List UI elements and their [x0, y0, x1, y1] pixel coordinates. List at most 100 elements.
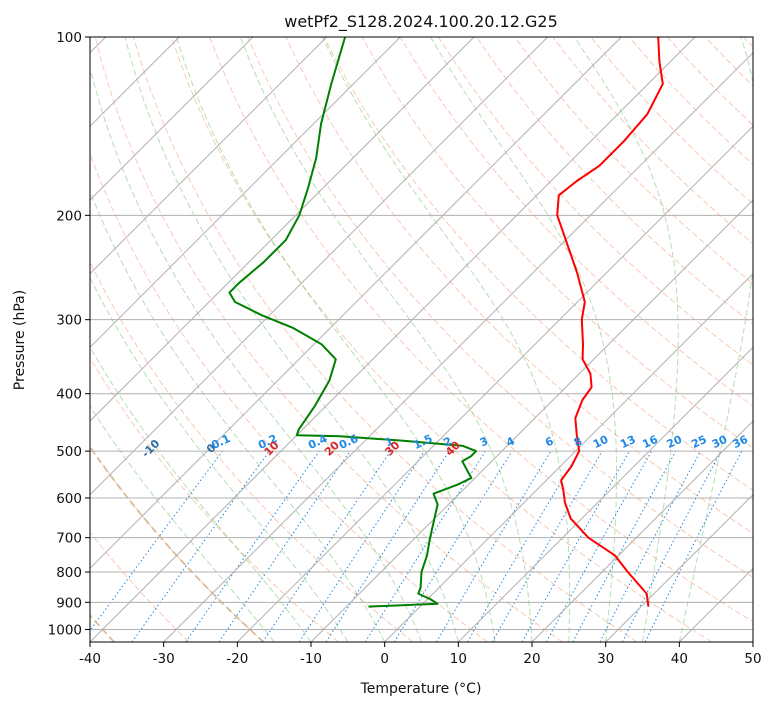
- line-annotations: 0.1 0.2 0.4 0.6 1 1.5 2 3 4 6 8 10 13 16 20 25 30 36-10 0 1…: [139, 432, 750, 460]
- dry-adiabat-line: [704, 37, 753, 87]
- moist-adiabat-line: [90, 189, 386, 642]
- dry-adiabat-line: [132, 37, 638, 642]
- isotherm-line: [90, 37, 696, 642]
- mixing-ratio-label: 8: [572, 434, 584, 449]
- mixing-ratio-lines: [90, 450, 743, 642]
- mixing-ratio-line: [262, 450, 392, 642]
- dry-adiabat-line: [399, 37, 753, 407]
- y-axis: 100 200 300 400 500 600 700 800 900 1000: [48, 30, 90, 638]
- mixing-ratio-line: [325, 450, 450, 642]
- dry-adiabat-line: [90, 446, 264, 642]
- isotherm-line: [310, 199, 753, 642]
- x-tick-label: -10: [300, 651, 322, 667]
- reference-curves: [90, 445, 265, 642]
- x-axis: -40 -30 -20 -10 0 10 20 30 40 50: [79, 642, 762, 667]
- dry-adiabat-line: [361, 37, 753, 449]
- y-tick-label: 800: [56, 565, 82, 581]
- dry-adiabat-line: [247, 37, 753, 578]
- x-tick-label: 20: [523, 651, 540, 667]
- moist-adiabat-line: [678, 37, 753, 642]
- x-tick-label: 10: [450, 651, 467, 667]
- isotherm-line: [90, 37, 475, 422]
- chart-title: wetPf2_S128.2024.100.20.12.G25: [284, 12, 558, 32]
- y-tick-label: 200: [56, 208, 82, 224]
- mixing-ratio-line: [393, 450, 513, 642]
- moist-adiabats: [90, 37, 753, 642]
- x-tick-label: 50: [744, 651, 761, 667]
- mixing-ratio-label: 36: [731, 433, 751, 451]
- y-axis-label: Pressure (hPa): [12, 290, 28, 390]
- mixing-ratio-label: 20: [665, 433, 685, 451]
- dry-adiabat-line: [285, 37, 753, 535]
- x-tick-label: 40: [671, 651, 688, 667]
- mixing-ratio-label: 30: [710, 433, 730, 451]
- mixing-ratio-line: [435, 450, 552, 642]
- dewpoint-profile-line: [228, 37, 478, 608]
- mixing-ratio-label: 25: [689, 433, 708, 451]
- moist-adiabat-line: [430, 37, 617, 642]
- mixing-ratio-line: [521, 450, 630, 642]
- y-tick-label: 1000: [48, 622, 82, 638]
- mixing-ratio-line: [90, 450, 223, 632]
- moist-adiabat-line: [90, 405, 275, 642]
- isotherm-line: [384, 272, 753, 642]
- mixing-ratio-line: [218, 450, 351, 642]
- isotherm-gridlines: [90, 37, 753, 642]
- moist-adiabat-line: [175, 37, 496, 642]
- x-axis-label: Temperature (°C): [360, 681, 482, 697]
- isotherm-line: [605, 493, 753, 642]
- dry-adiabat-line: [552, 37, 753, 245]
- dry-adiabat-line: [209, 37, 753, 623]
- y-tick-label: 700: [56, 531, 82, 547]
- dry-adiabat-line: [90, 152, 488, 642]
- dry-adiabat-line: [590, 37, 753, 205]
- mixing-ratio-line: [298, 450, 425, 642]
- isotherm-line: [90, 37, 328, 275]
- isotherm-line: [90, 37, 622, 570]
- dry-adiabat-line: [90, 356, 339, 642]
- dry-adiabat-line: [437, 37, 753, 366]
- x-tick-label: 0: [380, 651, 389, 667]
- y-tick-label: 900: [56, 595, 82, 611]
- isobar-gridlines: [90, 37, 753, 630]
- x-tick-label: -40: [79, 651, 101, 667]
- moist-adiabat-line: [239, 37, 533, 642]
- isotherm-line: [236, 125, 753, 642]
- moist-adiabat-line: [322, 37, 571, 642]
- moist-adiabat-line: [124, 37, 459, 642]
- dry-adiabat-line: [90, 260, 414, 642]
- plot-frame: [89, 36, 754, 643]
- temperature-profile-line: [556, 37, 664, 607]
- dry-adiabat-line: [90, 531, 190, 642]
- y-tick-label: 400: [56, 387, 82, 403]
- isotherm-line: [90, 37, 401, 349]
- mixing-ratio-line: [185, 450, 320, 642]
- moist-adiabat-line: [574, 37, 679, 642]
- dry-adiabat-line: [94, 37, 563, 642]
- x-tick-label: -30: [153, 651, 175, 667]
- isotherm-line: [163, 51, 753, 642]
- y-tick-label: 100: [56, 30, 82, 46]
- mixing-ratio-line: [644, 450, 743, 642]
- mixing-ratio-line: [572, 450, 677, 642]
- mixing-ratio-label: 10: [591, 433, 611, 451]
- reference-curve: [90, 445, 265, 642]
- mixing-ratio-label: 16: [640, 433, 660, 451]
- x-tick-label: 30: [597, 651, 614, 667]
- isotherm-line: [752, 641, 753, 642]
- isotherm-line: [678, 567, 753, 642]
- moist-adiabat-line: [90, 276, 349, 642]
- x-tick-label: -20: [226, 651, 248, 667]
- dry-adiabat-line: [666, 37, 753, 126]
- isotherm-line: [90, 37, 549, 496]
- dry-adiabat-line: [514, 37, 753, 285]
- dry-adiabat-line: [743, 37, 753, 48]
- moist-adiabat-line: [90, 345, 312, 642]
- moist-adiabat-line: [90, 65, 422, 642]
- y-tick-label: 600: [56, 491, 82, 507]
- mixing-ratio-label: 13: [618, 433, 637, 451]
- plot-area: [90, 37, 753, 642]
- mixing-ratio-label: 3: [478, 434, 490, 449]
- mixing-ratio-line: [545, 450, 653, 642]
